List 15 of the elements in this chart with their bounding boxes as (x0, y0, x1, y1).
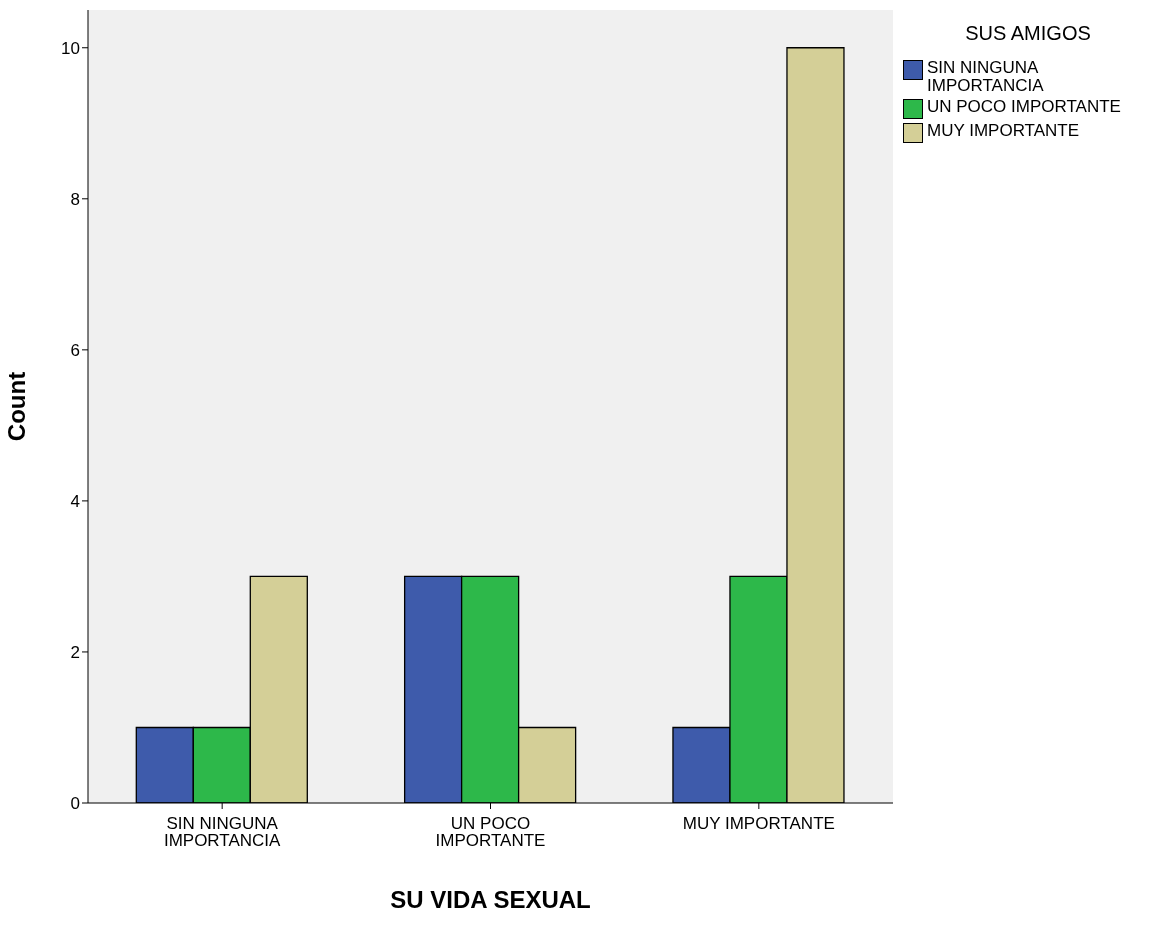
legend-label: SIN NINGUNA IMPORTANCIA (927, 58, 1045, 95)
legend-label: UN POCO IMPORTANTE (927, 97, 1122, 116)
y-tick-label: 10 (61, 38, 80, 58)
y-tick-label: 4 (70, 491, 80, 511)
y-axis-title: Count (2, 371, 30, 442)
y-tick-label: 6 (70, 340, 80, 360)
x-axis-title: SU VIDA SEXUAL (390, 886, 591, 913)
x-tick-label: SIN NINGUNA IMPORTANCIA (163, 814, 282, 851)
y-tick-label: 0 (70, 794, 80, 814)
legend-label: MUY IMPORTANTE (927, 121, 1081, 140)
y-tick-label: 8 (70, 189, 80, 209)
x-tick-label: MUY IMPORTANTE (682, 814, 835, 834)
legend-title: SUS AMIGOS (964, 22, 1092, 45)
x-tick-label: UN POCO IMPORTANTE (435, 814, 546, 851)
y-tick-label: 2 (70, 642, 80, 662)
